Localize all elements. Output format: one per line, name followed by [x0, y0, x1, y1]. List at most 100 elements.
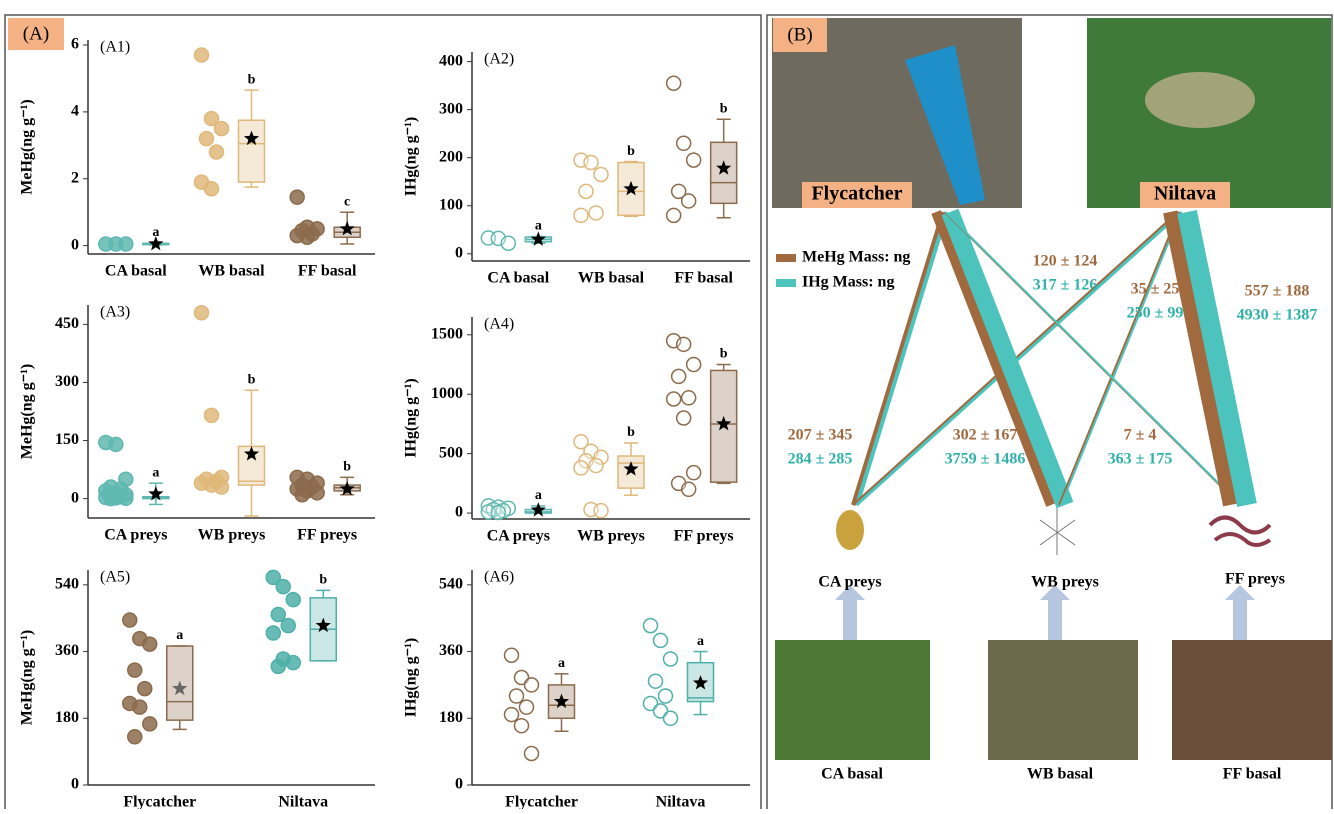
y-tick-label: 0 — [71, 776, 79, 793]
legend-swatch — [776, 254, 796, 262]
y-tick-label: 1500 — [431, 325, 463, 342]
panel-label: (A5) — [100, 569, 130, 586]
y-tick-label: 540 — [439, 575, 463, 592]
ca-basal-photo — [775, 640, 930, 760]
data-point — [300, 230, 314, 244]
significance-letter: a — [535, 488, 542, 503]
y-tick-label: 300 — [439, 100, 463, 117]
x-tick-label: Niltava — [278, 794, 328, 809]
flow-mehg-value: 7 ± 4 — [1124, 427, 1157, 444]
data-point — [271, 607, 285, 621]
data-point — [119, 237, 133, 251]
significance-letter: b — [248, 72, 256, 87]
box — [711, 142, 737, 203]
y-tick-label: 300 — [55, 373, 79, 390]
data-point — [501, 236, 515, 250]
data-point — [649, 674, 663, 688]
panel-label: (A3) — [100, 304, 130, 321]
flow-mehg-value: 35 ± 25 — [1131, 281, 1180, 298]
data-point — [672, 369, 686, 383]
data-point — [133, 700, 147, 714]
prey-label: CA preys — [818, 574, 881, 591]
y-tick-label: 400 — [439, 52, 463, 69]
significance-letter: b — [319, 573, 327, 588]
y-tick-label: 180 — [439, 709, 463, 726]
data-point — [525, 746, 539, 760]
panel-label: (A6) — [484, 569, 514, 586]
x-tick-label: WB preys — [577, 528, 645, 545]
data-point — [195, 306, 209, 320]
data-point — [682, 194, 696, 208]
data-point — [138, 682, 152, 696]
data-point — [266, 626, 280, 640]
data-point — [687, 358, 701, 372]
y-tick-label: 1000 — [431, 385, 463, 402]
insect-icon — [1040, 505, 1075, 555]
data-point — [104, 492, 118, 506]
x-tick-label: CA basal — [105, 263, 167, 280]
data-point — [667, 76, 681, 90]
data-point — [677, 411, 691, 425]
worm-icon — [1210, 518, 1270, 546]
data-point — [682, 391, 696, 405]
data-point — [682, 482, 696, 496]
data-point — [520, 700, 534, 714]
data-point — [123, 613, 137, 627]
panel-label: (A4) — [484, 316, 514, 333]
data-point — [594, 504, 608, 518]
legend-label: IHg Mass: ng — [802, 274, 894, 291]
data-point — [210, 145, 224, 159]
data-point — [290, 190, 304, 204]
y-tick-label: 540 — [55, 575, 79, 592]
data-point — [491, 505, 505, 519]
data-point — [215, 122, 229, 136]
data-point — [667, 208, 681, 222]
y-tick-label: 450 — [55, 315, 79, 332]
significance-letter: a — [558, 656, 565, 671]
page: (A) (A1)MeHg(ng g⁻¹)0246CA basalaWB basa… — [0, 0, 1334, 814]
data-point — [525, 678, 539, 692]
data-point — [281, 619, 295, 633]
x-tick-label: WB preys — [198, 527, 266, 544]
flow-ihg-value: 3759 ± 1486 — [945, 451, 1026, 468]
data-point — [205, 408, 219, 422]
data-point — [515, 719, 529, 733]
beetle-icon — [836, 510, 864, 550]
flow-mehg-value: 207 ± 345 — [788, 427, 853, 444]
significance-letter: b — [343, 460, 351, 475]
flow-ihg-value: 4930 ± 1387 — [1237, 307, 1318, 324]
x-tick-label: Flycatcher — [123, 794, 196, 809]
significance-letter: c — [344, 194, 350, 209]
y-axis-label: IHg(ng g⁻¹) — [403, 638, 420, 717]
y-tick-label: 150 — [55, 431, 79, 448]
y-tick-label: 6 — [71, 36, 79, 53]
significance-letter: a — [176, 628, 183, 643]
box — [239, 120, 265, 182]
panel-a-frame — [5, 15, 761, 809]
y-tick-label: 0 — [455, 776, 463, 793]
data-point — [271, 659, 285, 673]
data-point — [677, 337, 691, 351]
data-point — [644, 619, 658, 633]
legend-label: MeHg Mass: ng — [802, 249, 910, 266]
x-tick-label: WB basal — [578, 270, 645, 287]
panel-a-label: (A) — [23, 23, 49, 44]
prey-label: FF preys — [1225, 571, 1285, 588]
basal-label: CA basal — [821, 766, 883, 783]
bird-shape — [1145, 72, 1255, 128]
significance-letter: b — [627, 425, 635, 440]
x-tick-label: Niltava — [656, 794, 706, 809]
significance-letter: a — [152, 225, 159, 240]
arrows — [835, 585, 1255, 640]
data-point — [574, 208, 588, 222]
consumer-label: Flycatcher — [811, 183, 902, 205]
flow-ihg-value: 284 ± 285 — [788, 451, 853, 468]
y-tick-label: 0 — [455, 244, 463, 261]
x-tick-label: FF preys — [297, 527, 357, 544]
data-point — [276, 580, 290, 594]
panel-b-label: (B) — [787, 24, 812, 45]
y-axis-label: MeHg(ng g⁻¹) — [19, 364, 36, 459]
significance-letter: b — [720, 101, 728, 116]
data-point — [659, 689, 673, 703]
y-tick-label: 500 — [439, 444, 463, 461]
